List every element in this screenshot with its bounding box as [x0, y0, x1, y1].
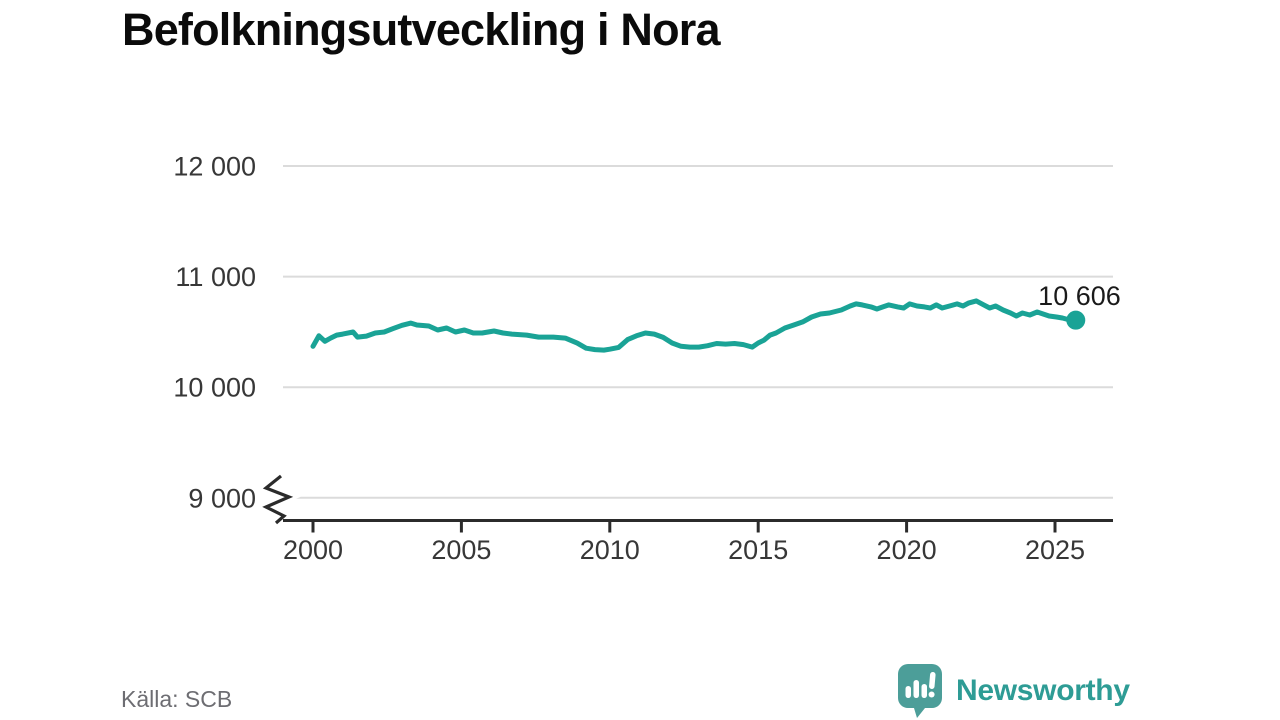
last-point-marker — [1066, 310, 1086, 330]
logo-bar-3 — [921, 684, 927, 698]
x-tick-label: 2020 — [877, 535, 937, 565]
x-tick-label: 2005 — [431, 535, 491, 565]
population-line — [310, 298, 1079, 353]
chart-title: Befolkningsutveckling i Nora — [122, 4, 721, 55]
y-tick-label: 11 000 — [175, 262, 256, 292]
brand-name: Newsworthy — [956, 674, 1130, 707]
logo-exclamation-dot — [928, 691, 935, 698]
y-tick-label: 9 000 — [188, 483, 256, 513]
x-tick-label: 2025 — [1025, 535, 1085, 565]
axis-break-icon — [262, 474, 294, 525]
last-value-label: 10 606 — [1038, 281, 1121, 311]
logo-bar-1 — [905, 686, 911, 698]
newsworthy-logo-icon — [898, 664, 942, 718]
source-note: Källa: SCB — [121, 686, 233, 712]
logo-exclamation-bar — [929, 672, 936, 689]
y-tick-label: 12 000 — [173, 152, 256, 182]
x-tick-label: 2000 — [283, 535, 343, 565]
x-tick-label: 2015 — [728, 535, 788, 565]
logo-bubble — [898, 664, 942, 718]
x-tick-label: 2010 — [580, 535, 640, 565]
brand-footer: Newsworthy — [897, 663, 1130, 719]
logo-bar-2 — [913, 680, 919, 698]
y-tick-label: 10 000 — [173, 373, 256, 403]
